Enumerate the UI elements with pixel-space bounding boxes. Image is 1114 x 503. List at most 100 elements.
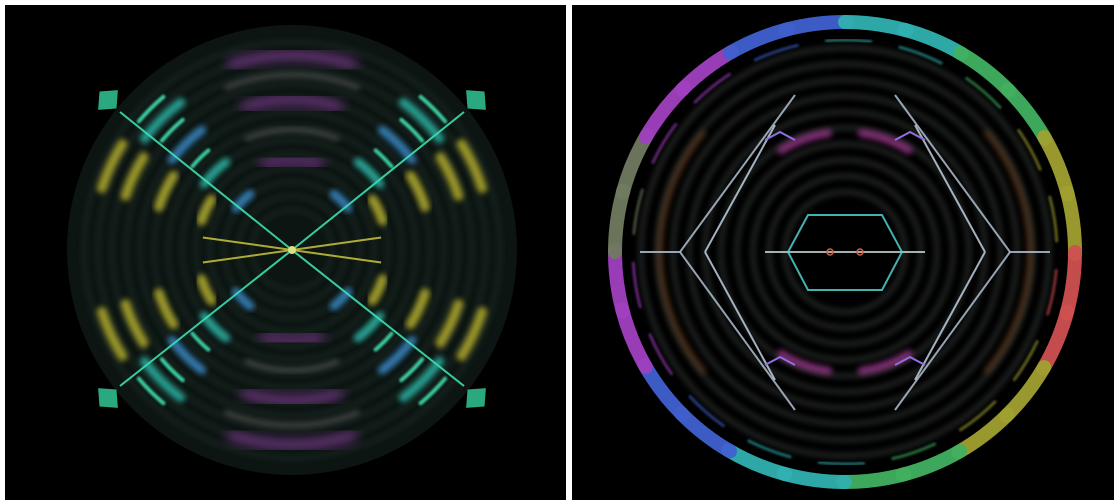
- glow-arc: [1046, 269, 1058, 316]
- glow-arc: [96, 54, 488, 446]
- glow-arc: [825, 38, 873, 44]
- glow-arc: [651, 122, 678, 164]
- glow-arc: [734, 141, 956, 363]
- glow-arc: [1059, 245, 1082, 321]
- glow-arc: [367, 194, 388, 226]
- glow-arc: [236, 194, 348, 306]
- spark: [764, 130, 796, 141]
- glow-arc: [631, 261, 642, 309]
- center-ray: [202, 249, 293, 264]
- glow-arc: [139, 356, 186, 403]
- vector-line: [704, 251, 776, 381]
- glow-arc: [82, 40, 502, 460]
- glow-arc: [231, 287, 255, 311]
- glow-arc: [857, 349, 913, 375]
- glow-arc: [1037, 130, 1075, 202]
- vector-line: [894, 251, 1011, 411]
- glow-arc: [139, 97, 186, 144]
- glow-arc: [1012, 340, 1039, 382]
- glow-arc: [159, 117, 185, 143]
- glow-arc: [688, 395, 725, 428]
- spark: [894, 130, 926, 141]
- vector-line: [787, 214, 904, 291]
- glow-arc: [259, 155, 325, 170]
- glow-arc: [120, 299, 149, 348]
- glow-arc: [753, 43, 799, 62]
- glow-arc: [1060, 185, 1083, 261]
- glow-arc: [231, 189, 255, 213]
- glow-arc: [693, 72, 731, 104]
- glow-arc: [418, 376, 448, 406]
- glow-arc: [259, 330, 325, 345]
- glow-arc: [398, 97, 445, 144]
- glow-arc: [632, 188, 644, 235]
- glow-arc: [244, 358, 340, 373]
- diagonal-ray: [291, 249, 465, 387]
- glow-arc: [373, 331, 394, 352]
- glow-arc: [607, 243, 630, 319]
- corner-diamond: [98, 90, 118, 110]
- glow-arc: [608, 183, 631, 259]
- glow-arc: [153, 288, 179, 330]
- glow-arc: [196, 194, 217, 226]
- center-ray: [291, 236, 382, 251]
- glow-arc: [240, 387, 344, 406]
- glow-arc: [898, 45, 943, 65]
- spark: [764, 355, 796, 366]
- glow-arc: [836, 467, 912, 490]
- glow-arc: [718, 125, 972, 379]
- glow-arc: [373, 148, 394, 169]
- center-ray: [202, 236, 293, 251]
- glow-arc: [196, 274, 217, 306]
- glow-arc: [199, 157, 231, 189]
- glow-arc: [250, 208, 334, 292]
- diagonal-ray: [119, 249, 293, 387]
- glow-arc: [965, 76, 1002, 109]
- glow-arc: [399, 357, 425, 383]
- glow-arc: [747, 439, 792, 459]
- node: [856, 248, 864, 256]
- glow-arc: [226, 50, 358, 70]
- glow-arc: [190, 148, 211, 169]
- glow-arc: [377, 125, 417, 165]
- vector-line: [914, 251, 986, 381]
- glow-arc: [244, 127, 340, 142]
- glow-arc: [159, 357, 185, 383]
- glow-arc: [456, 306, 488, 361]
- vector-line: [704, 124, 776, 253]
- diagonal-ray: [119, 111, 293, 251]
- glow-arc: [226, 430, 358, 450]
- glow-arc: [329, 189, 353, 213]
- glow-arc: [167, 335, 207, 375]
- corner-diamond: [98, 388, 118, 408]
- corner-diamond: [466, 388, 486, 408]
- glow-arc: [838, 15, 914, 38]
- glow-arc: [857, 129, 913, 155]
- glow-arc: [686, 93, 1004, 411]
- glow-arc: [405, 170, 431, 212]
- glow-arc: [777, 349, 833, 375]
- glow-arc: [778, 14, 854, 37]
- vector-line: [679, 251, 796, 411]
- glow-arc: [817, 460, 865, 466]
- glow-arc: [124, 82, 460, 418]
- glow-arc: [153, 170, 179, 212]
- glow-arc: [240, 94, 344, 113]
- glow-arc: [167, 125, 207, 165]
- glow-arc: [136, 94, 166, 124]
- glow-arc: [329, 287, 353, 311]
- glow-arc: [353, 157, 385, 189]
- glow-arc: [777, 129, 833, 155]
- glow-arc: [120, 152, 149, 201]
- spark: [894, 355, 926, 366]
- glow-arc: [399, 117, 425, 143]
- glow-arc: [180, 138, 404, 362]
- glow-arc: [1048, 195, 1059, 243]
- node: [826, 248, 834, 256]
- glow-arc: [136, 376, 166, 406]
- glow-arc: [223, 72, 361, 91]
- corner-diamond: [466, 90, 486, 110]
- center-ray: [291, 249, 382, 264]
